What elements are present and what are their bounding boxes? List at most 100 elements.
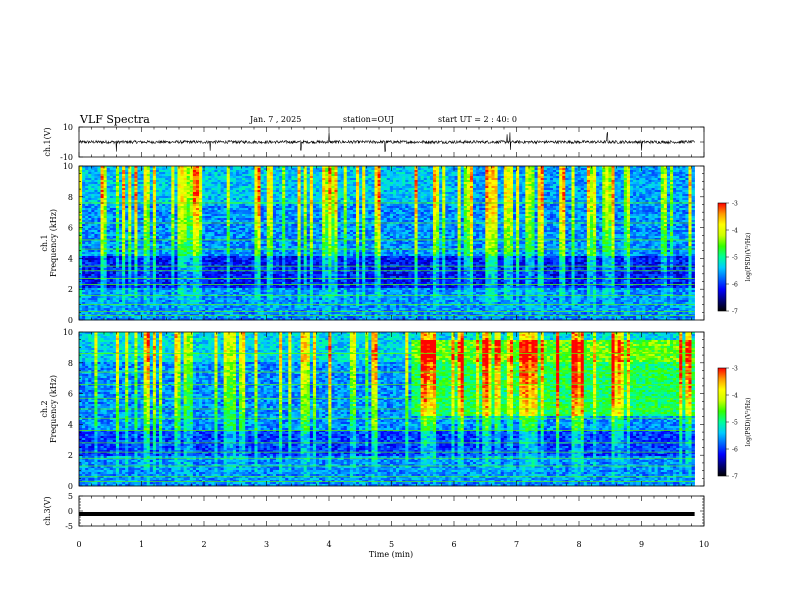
spectrogram-cell — [205, 258, 208, 260]
spectrogram-cell — [165, 186, 168, 188]
spectrogram-cell — [91, 306, 94, 308]
spectrogram-cell — [202, 282, 205, 284]
spectrogram-cell — [187, 168, 190, 170]
spectrogram-cell — [261, 240, 264, 242]
spectrogram-cell — [187, 288, 190, 290]
spectrogram-cell — [264, 178, 267, 180]
spectrogram-cell — [224, 228, 227, 230]
spectrogram-cell — [178, 280, 181, 282]
spectrogram-cell — [214, 240, 217, 242]
spectrogram-cell — [94, 232, 97, 234]
spectrogram-cell — [230, 316, 233, 318]
spectrogram-cell — [122, 180, 125, 182]
spectrogram-cell — [202, 184, 205, 186]
spectrogram-cell — [171, 192, 174, 194]
spectrogram-cell — [125, 306, 128, 308]
spectrogram-cell — [82, 306, 85, 308]
spectrogram-cell — [134, 180, 137, 182]
spectrogram-cell — [107, 282, 110, 284]
spectrogram-cell — [261, 212, 264, 214]
spectrogram-cell — [270, 312, 273, 314]
spectrogram-cell — [122, 308, 125, 310]
spectrogram-cell — [208, 230, 211, 232]
spectrogram-cell — [79, 240, 82, 242]
spectrogram-cell — [144, 228, 147, 230]
spectrogram-cell — [91, 250, 94, 252]
spectrogram-cell — [205, 300, 208, 302]
spectrogram-cell — [97, 262, 100, 264]
spectrogram-cell — [190, 180, 193, 182]
spectrogram-cell — [254, 174, 257, 176]
spectrogram-cell — [119, 254, 122, 256]
spectrogram-cell — [208, 268, 211, 270]
spectrogram-cell — [181, 178, 184, 180]
spectrogram-cell — [261, 186, 264, 188]
spectrogram-cell — [233, 308, 236, 310]
spectrogram-cell — [187, 302, 190, 304]
spectrogram-cell — [113, 206, 116, 208]
spectrogram-cell — [267, 228, 270, 230]
spectrogram-cell — [267, 170, 270, 172]
spectrogram-cell — [116, 298, 119, 300]
spectrogram-cell — [147, 240, 150, 242]
spectrogram-cell — [239, 298, 242, 300]
spectrogram-cell — [205, 244, 208, 246]
spectrogram-cell — [131, 188, 134, 190]
spectrogram-cell — [214, 172, 217, 174]
spectrogram-cell — [82, 196, 85, 198]
spectrogram-cell — [236, 272, 239, 274]
spectrogram-cell — [245, 254, 248, 256]
spectrogram-cell — [137, 168, 140, 170]
spectrogram-cell — [236, 258, 239, 260]
spectrogram-cell — [236, 306, 239, 308]
spectrogram-cell — [224, 290, 227, 292]
spectrogram-cell — [193, 198, 196, 200]
spectrogram-cell — [233, 256, 236, 258]
spectrogram-cell — [211, 298, 214, 300]
spectrogram-cell — [196, 212, 199, 214]
spectrogram-cell — [254, 180, 257, 182]
spectrogram-cell — [199, 252, 202, 254]
spectrogram-cell — [211, 234, 214, 236]
spectrogram-cell — [97, 184, 100, 186]
spectrogram-cell — [258, 176, 261, 178]
spectrogram-cell — [211, 290, 214, 292]
spectrogram-cell — [214, 228, 217, 230]
spectrogram-cell — [227, 180, 230, 182]
spectrogram-cell — [214, 292, 217, 294]
spectrogram-cell — [97, 182, 100, 184]
spectrogram-cell — [97, 176, 100, 178]
spectrogram-cell — [128, 234, 131, 236]
spectrogram-cell — [153, 232, 156, 234]
spectrogram-cell — [261, 296, 264, 298]
spectrogram-cell — [162, 220, 165, 222]
spectrogram-cell — [110, 300, 113, 302]
spectrogram-cell — [128, 272, 131, 274]
spectrogram-cell — [119, 188, 122, 190]
spectrogram-cell — [227, 188, 230, 190]
spectrogram-cell — [184, 308, 187, 310]
spectrogram-cell — [122, 242, 125, 244]
spectrogram-cell — [178, 206, 181, 208]
spectrogram-cell — [107, 210, 110, 212]
spectrogram-cell — [165, 230, 168, 232]
spectrogram-cell — [165, 194, 168, 196]
spectrogram-cell — [267, 178, 270, 180]
spectrogram-cell — [196, 276, 199, 278]
spectrogram-cell — [193, 170, 196, 172]
spectrogram-cell — [178, 268, 181, 270]
spectrogram-cell — [270, 282, 273, 284]
spectrogram-cell — [208, 254, 211, 256]
spectrogram-cell — [199, 282, 202, 284]
spectrogram-cell — [233, 232, 236, 234]
spectrogram-cell — [104, 286, 107, 288]
spectrogram-cell — [97, 260, 100, 262]
spectrogram-cell — [122, 250, 125, 252]
spectrogram-cell — [153, 302, 156, 304]
spectrogram-cell — [128, 228, 131, 230]
spectrogram-cell — [110, 288, 113, 290]
spectrogram-cell — [131, 240, 134, 242]
spectrogram-cell — [199, 188, 202, 190]
spectrogram-cell — [239, 256, 242, 258]
spectrogram-cell — [144, 282, 147, 284]
